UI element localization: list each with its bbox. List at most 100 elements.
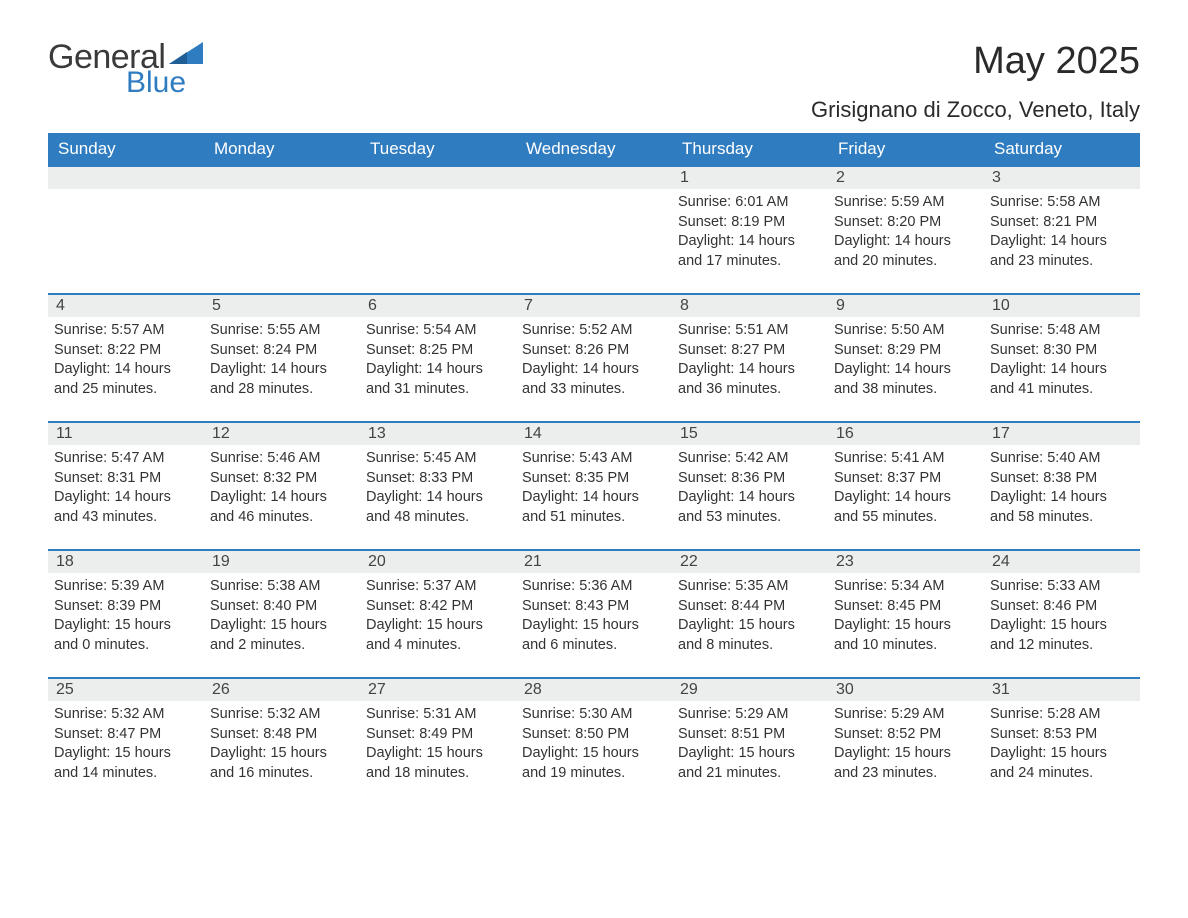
day-details: Sunrise: 5:28 AMSunset: 8:53 PMDaylight:… [984,701,1140,783]
sunset-text: Sunset: 8:46 PM [990,597,1134,617]
sunrise-text: Sunrise: 5:39 AM [54,577,198,597]
calendar-day-cell: 10Sunrise: 5:48 AMSunset: 8:30 PMDayligh… [984,293,1140,421]
sunset-text: Sunset: 8:39 PM [54,597,198,617]
calendar-week-row: ....1Sunrise: 6:01 AMSunset: 8:19 PMDayl… [48,165,1140,293]
sunset-text: Sunset: 8:35 PM [522,469,666,489]
day-number: 15 [672,421,828,445]
day-details: Sunrise: 5:34 AMSunset: 8:45 PMDaylight:… [828,573,984,655]
sunrise-text: Sunrise: 5:58 AM [990,193,1134,213]
daylight-text: Daylight: 14 hours and 58 minutes. [990,488,1134,527]
sunrise-text: Sunrise: 5:52 AM [522,321,666,341]
sunrise-text: Sunrise: 5:37 AM [366,577,510,597]
day-details: Sunrise: 5:32 AMSunset: 8:48 PMDaylight:… [204,701,360,783]
day-details: Sunrise: 5:48 AMSunset: 8:30 PMDaylight:… [984,317,1140,399]
day-number: 18 [48,549,204,573]
day-details: Sunrise: 5:54 AMSunset: 8:25 PMDaylight:… [360,317,516,399]
calendar-day-cell: 1Sunrise: 6:01 AMSunset: 8:19 PMDaylight… [672,165,828,293]
sunrise-text: Sunrise: 5:33 AM [990,577,1134,597]
daylight-text: Daylight: 15 hours and 12 minutes. [990,616,1134,655]
calendar-day-cell: 3Sunrise: 5:58 AMSunset: 8:21 PMDaylight… [984,165,1140,293]
daylight-text: Daylight: 15 hours and 14 minutes. [54,744,198,783]
calendar-week-row: 4Sunrise: 5:57 AMSunset: 8:22 PMDaylight… [48,293,1140,421]
daylight-text: Daylight: 15 hours and 10 minutes. [834,616,978,655]
sunrise-text: Sunrise: 5:32 AM [54,705,198,725]
calendar-day-cell: 11Sunrise: 5:47 AMSunset: 8:31 PMDayligh… [48,421,204,549]
weekday-header: Sunday [48,133,204,165]
daylight-text: Daylight: 15 hours and 19 minutes. [522,744,666,783]
sunrise-text: Sunrise: 5:36 AM [522,577,666,597]
day-number: . [360,165,516,189]
sunset-text: Sunset: 8:21 PM [990,213,1134,233]
sunrise-text: Sunrise: 5:46 AM [210,449,354,469]
sunrise-text: Sunrise: 5:30 AM [522,705,666,725]
day-number: 11 [48,421,204,445]
day-number: 9 [828,293,984,317]
brand-logo: General Blue [48,40,203,98]
day-number: 24 [984,549,1140,573]
sunrise-text: Sunrise: 5:57 AM [54,321,198,341]
daylight-text: Daylight: 15 hours and 6 minutes. [522,616,666,655]
day-details: Sunrise: 5:59 AMSunset: 8:20 PMDaylight:… [828,189,984,271]
calendar-day-cell: 21Sunrise: 5:36 AMSunset: 8:43 PMDayligh… [516,549,672,677]
sunrise-text: Sunrise: 6:01 AM [678,193,822,213]
sunset-text: Sunset: 8:42 PM [366,597,510,617]
sunset-text: Sunset: 8:49 PM [366,725,510,745]
day-number: 25 [48,677,204,701]
sunset-text: Sunset: 8:25 PM [366,341,510,361]
calendar-day-cell: 15 Sunrise: 5:42 AMSunset: 8:36 PMDayligh… [672,421,828,549]
daylight-text: Daylight: 15 hours and 21 minutes. [678,744,822,783]
sunset-text: Sunset: 8:43 PM [522,597,666,617]
day-number: . [48,165,204,189]
sunrise-text: Sunrise: 5:50 AM [834,321,978,341]
day-details: Sunrise: 5:40 AMSunset: 8:38 PMDaylight:… [984,445,1140,527]
calendar-day-cell: 4Sunrise: 5:57 AMSunset: 8:22 PMDaylight… [48,293,204,421]
day-details: Sunrise: 5:31 AMSunset: 8:49 PMDaylight:… [360,701,516,783]
day-number: 4 [48,293,204,317]
calendar-day-cell: 25Sunrise: 5:32 AMSunset: 8:47 PMDayligh… [48,677,204,805]
day-details: Sunrise: 5:50 AMSunset: 8:29 PMDaylight:… [828,317,984,399]
calendar-day-cell: 6Sunrise: 5:54 AMSunset: 8:25 PMDaylight… [360,293,516,421]
calendar-day-cell: 27Sunrise: 5:31 AMSunset: 8:49 PMDayligh… [360,677,516,805]
weekday-header: Wednesday [516,133,672,165]
day-details: Sunrise: 5:41 AMSunset: 8:37 PMDaylight:… [828,445,984,527]
calendar-day-cell: 12Sunrise: 5:46 AMSunset: 8:32 PMDayligh… [204,421,360,549]
day-number: 12 [204,421,360,445]
day-number: 16 [828,421,984,445]
daylight-text: Daylight: 14 hours and 48 minutes. [366,488,510,527]
sunrise-text: Sunrise: 5:42 AM [678,449,822,469]
daylight-text: Daylight: 14 hours and 33 minutes. [522,360,666,399]
daylight-text: Daylight: 14 hours and 23 minutes. [990,232,1134,271]
sunrise-text: Sunrise: 5:29 AM [678,705,822,725]
sunrise-text: Sunrise: 5:28 AM [990,705,1134,725]
day-details: Sunrise: 5:35 AMSunset: 8:44 PMDaylight:… [672,573,828,655]
day-details: Sunrise: 5:32 AMSunset: 8:47 PMDaylight:… [48,701,204,783]
weekday-header: Monday [204,133,360,165]
sunset-text: Sunset: 8:20 PM [834,213,978,233]
weekday-header: Friday [828,133,984,165]
sunrise-text: Sunrise: 5:45 AM [366,449,510,469]
daylight-text: Daylight: 15 hours and 24 minutes. [990,744,1134,783]
day-details: Sunrise: 5:52 AMSunset: 8:26 PMDaylight:… [516,317,672,399]
day-details: Sunrise: 5:29 AMSunset: 8:52 PMDaylight:… [828,701,984,783]
day-details: Sunrise: 5:55 AMSunset: 8:24 PMDaylight:… [204,317,360,399]
calendar-day-cell: 28Sunrise: 5:30 AMSunset: 8:50 PMDayligh… [516,677,672,805]
sunrise-text: Sunrise: 5:38 AM [210,577,354,597]
day-number: 30 [828,677,984,701]
sunset-text: Sunset: 8:32 PM [210,469,354,489]
sunset-text: Sunset: 8:52 PM [834,725,978,745]
weekday-header: Tuesday [360,133,516,165]
sunset-text: Sunset: 8:40 PM [210,597,354,617]
sunset-text: Sunset: 8:53 PM [990,725,1134,745]
sunset-text: Sunset: 8:36 PM [678,469,822,489]
day-number: 20 [360,549,516,573]
day-details: Sunrise: 5:29 AMSunset: 8:51 PMDaylight:… [672,701,828,783]
calendar-day-cell: 22Sunrise: 5:35 AMSunset: 8:44 PMDayligh… [672,549,828,677]
sunrise-text: Sunrise: 5:47 AM [54,449,198,469]
day-number: . [516,165,672,189]
title-block: May 2025 Grisignano di Zocco, Veneto, It… [811,40,1140,123]
daylight-text: Daylight: 14 hours and 20 minutes. [834,232,978,271]
calendar-day-cell: 30Sunrise: 5:29 AMSunset: 8:52 PMDayligh… [828,677,984,805]
daylight-text: Daylight: 14 hours and 53 minutes. [678,488,822,527]
calendar-day-cell: 14Sunrise: 5:43 AMSunset: 8:35 PMDayligh… [516,421,672,549]
day-details: Sunrise: 5:33 AMSunset: 8:46 PMDaylight:… [984,573,1140,655]
